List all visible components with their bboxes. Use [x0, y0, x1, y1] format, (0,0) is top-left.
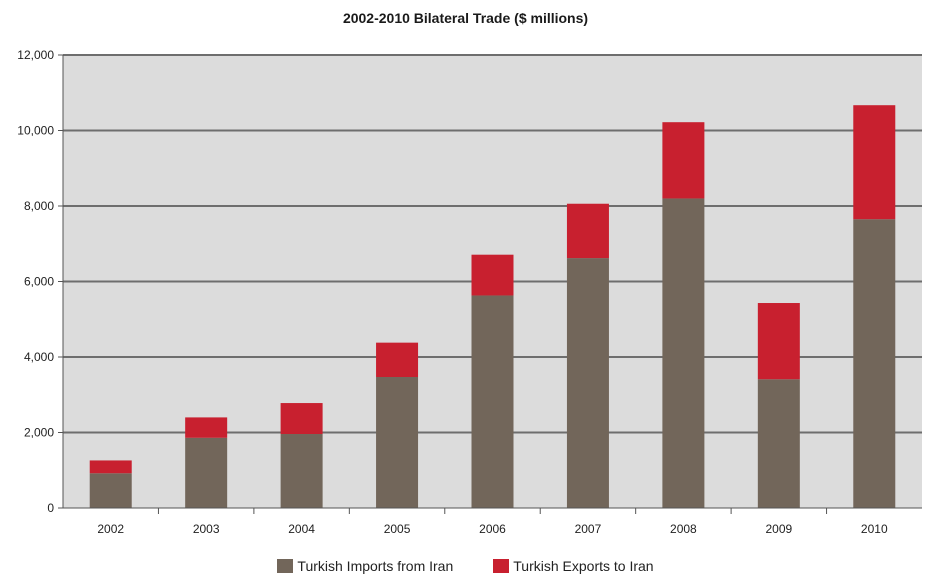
x-tick-label: 2002 — [97, 522, 124, 536]
chart-title: 2002-2010 Bilateral Trade ($ millions) — [342, 10, 589, 26]
legend-item-imports: Turkish Imports from Iran — [277, 558, 453, 574]
bar-segment — [471, 254, 514, 296]
legend: Turkish Imports from Iran Turkish Export… — [0, 558, 931, 574]
x-tick-label: 2006 — [479, 522, 506, 536]
y-tick-label: 0 — [47, 501, 54, 515]
x-tick-label: 2003 — [193, 522, 220, 536]
bar-segment — [280, 403, 323, 435]
y-tick-label: 4,000 — [24, 350, 54, 364]
y-tick-label: 12,000 — [17, 48, 54, 62]
x-tick-label: 2010 — [861, 522, 888, 536]
bar-segment — [757, 303, 800, 380]
y-tick-label: 2,000 — [24, 426, 54, 440]
bar-segment — [662, 198, 705, 508]
bar-segment — [280, 434, 323, 508]
bar-segment — [853, 105, 896, 220]
bar-segment — [89, 473, 132, 508]
x-tick-label: 2009 — [765, 522, 792, 536]
bar-segment — [185, 417, 228, 438]
bars — [89, 105, 896, 508]
bar-segment — [853, 219, 896, 508]
legend-label-exports: Turkish Exports to Iran — [513, 558, 654, 574]
bar-segment — [757, 379, 800, 508]
legend-item-exports: Turkish Exports to Iran — [493, 558, 654, 574]
x-tick-label: 2007 — [575, 522, 602, 536]
legend-swatch-exports — [493, 559, 510, 573]
x-tick-label: 2005 — [384, 522, 411, 536]
bar-segment — [566, 258, 609, 508]
bar-segment — [89, 460, 132, 474]
y-tick-label: 6,000 — [24, 275, 54, 289]
y-tick-label: 10,000 — [17, 124, 54, 138]
bar-segment — [376, 342, 419, 378]
x-tick-labels: 2002 2003 2004 2005 2006 2007 2008 2009 2010 — [97, 508, 888, 536]
y-tick-label: 8,000 — [24, 199, 54, 213]
bar-segment — [185, 437, 228, 508]
bar-segment — [471, 295, 514, 508]
x-tick-label: 2008 — [670, 522, 697, 536]
bar-segment — [376, 377, 419, 508]
bar-segment — [566, 203, 609, 259]
x-tick-label: 2004 — [288, 522, 315, 536]
legend-swatch-imports — [277, 559, 294, 573]
y-tick-labels: 0 2,000 4,000 6,000 8,000 10,000 12,000 — [17, 48, 63, 515]
bar-segment — [662, 122, 705, 199]
legend-label-imports: Turkish Imports from Iran — [297, 558, 454, 574]
